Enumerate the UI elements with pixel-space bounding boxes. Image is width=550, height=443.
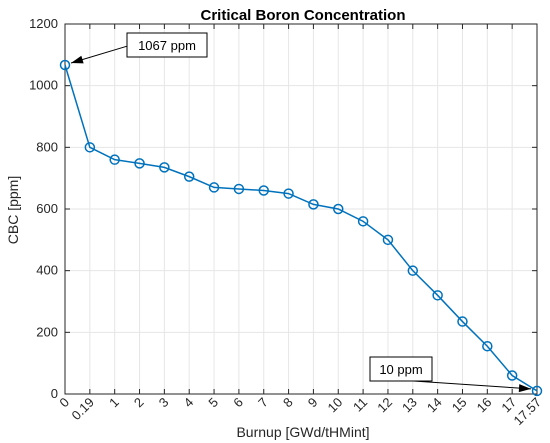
y-tick-label: 1000 [29,78,58,93]
x-tick-label: 3 [156,395,172,411]
data-point [407,265,419,276]
axes [64,23,538,395]
x-tick-label: 6 [230,395,246,411]
x-tick-label: 15 [449,395,470,416]
annotation-box [126,32,208,58]
data-point [233,183,245,195]
data-point [457,316,468,327]
data-point [159,162,170,173]
x-axis-label: Burnup [GWd/tHMint] [236,424,369,440]
data-point [134,158,145,169]
y-tick-label: 400 [36,263,58,278]
x-tick-label: 9 [305,395,321,411]
annotation-arrow-head [71,55,84,64]
data-point [531,385,543,397]
annotation-arrow-head [518,384,531,393]
data-point [84,142,96,153]
x-tick-label: 8 [280,395,296,411]
y-axis-label: CBC [ppm] [5,176,21,244]
data-point [382,234,394,246]
annotation-text: 1067 ppm [138,38,196,53]
data-point [506,370,518,381]
data-point [59,59,71,71]
data-point [109,154,120,165]
annotations: 1067 ppm 10 ppm [70,32,532,393]
y-tick-label: 1200 [29,16,58,31]
x-tick-label: 2 [131,395,147,411]
data-point [308,199,319,210]
data-point [183,171,195,182]
grid [64,23,538,395]
x-tick-label: 1 [106,395,122,411]
data-point [208,182,220,193]
x-tick-label: 7 [255,395,271,411]
x-tick-label: 11 [350,395,370,415]
data-point [432,290,443,301]
data-point [357,216,369,227]
x-tick-label: 4 [181,395,197,411]
data-point [258,185,269,196]
annotation-arrow [413,380,532,390]
x-tick-label: 14 [424,395,445,416]
series-cbc [59,59,543,397]
x-tick-label: 16 [474,395,495,416]
x-tick-label: 13 [399,395,420,416]
x-tick-label: 0.19 [68,395,97,424]
y-tick-label: 800 [36,139,58,154]
x-tick-label: 0 [56,395,72,411]
x-tick-label: 5 [205,395,221,411]
data-point [482,340,493,352]
data-point [333,203,344,215]
x-tick-label: 17.57 [511,395,545,429]
x-tick-label: 10 [325,395,346,416]
y-tick-label: 200 [36,324,58,339]
annotation-box [369,356,433,382]
annotation-text: 10 ppm [379,362,422,377]
x-tick-label: 12 [374,395,395,416]
y-tick-label: 600 [36,201,58,216]
data-point [283,188,294,199]
y-tick-label: 0 [51,386,58,401]
chart-title: Critical Boron Concentration [200,7,405,24]
